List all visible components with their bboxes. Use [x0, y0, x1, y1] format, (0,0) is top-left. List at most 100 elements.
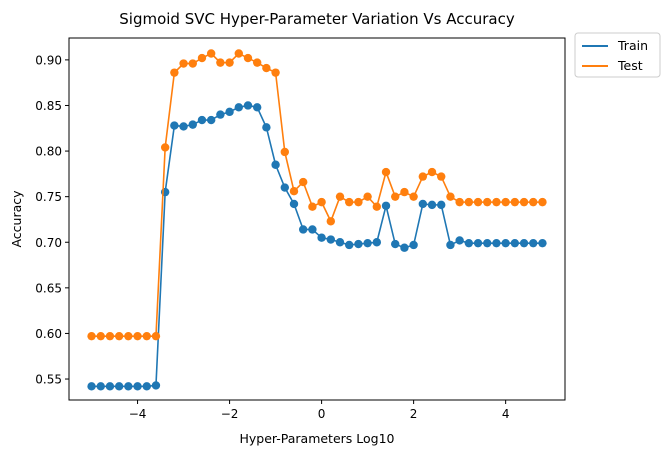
series-train-point — [455, 236, 464, 245]
series-test-point — [473, 197, 483, 207]
series-test-point — [501, 197, 510, 207]
series-test-point — [96, 331, 105, 341]
x-axis: −4 −2 0 2 4 — [129, 400, 510, 421]
series-test-point — [455, 197, 464, 207]
series-test-point — [335, 192, 345, 201]
series-train — [87, 101, 547, 391]
series-test-point — [142, 331, 151, 341]
series-train-point — [96, 382, 105, 391]
series-test-point — [243, 53, 253, 63]
series-test-point — [262, 63, 271, 73]
series-train-point — [492, 238, 501, 248]
series-train-point — [252, 103, 262, 112]
series-test-point — [492, 197, 501, 207]
series-test-point — [280, 147, 289, 157]
series-train-point — [326, 235, 336, 244]
series-test-point — [519, 197, 529, 207]
series-test-point — [510, 197, 520, 207]
y-tick-label: 0.55 — [35, 373, 62, 387]
series-test-point — [234, 49, 243, 58]
plot-frame — [68, 37, 566, 401]
y-tick-label: 0.90 — [35, 53, 62, 67]
series-train-point — [464, 238, 474, 248]
series-train-point — [400, 243, 409, 252]
series-train-point — [262, 123, 271, 132]
series-train-point — [289, 199, 299, 209]
series-train-point — [234, 103, 243, 112]
series-test-point — [363, 192, 372, 201]
series-train-point — [446, 240, 455, 250]
y-tick-label: 0.65 — [35, 281, 62, 295]
series-test — [87, 49, 547, 341]
series-test-point — [225, 58, 234, 67]
series-test-point — [114, 331, 124, 341]
series-test-point — [206, 49, 216, 58]
series-train-point — [243, 101, 253, 110]
series-test-point — [464, 197, 474, 207]
series-test-point — [400, 187, 409, 197]
series-test-point — [133, 331, 142, 341]
series-train-point — [473, 238, 483, 248]
series-train-point — [133, 382, 142, 391]
legend-test-label: Test — [617, 58, 643, 73]
series-test-point — [317, 197, 326, 207]
series-train-point — [529, 238, 538, 248]
series-train-point — [124, 382, 133, 391]
series-train-point — [483, 238, 492, 248]
plot-area — [69, 38, 565, 400]
series-test-point — [179, 59, 188, 68]
series-test-point — [437, 172, 446, 181]
x-tick-label: 4 — [502, 407, 510, 421]
series-train-point — [510, 238, 520, 248]
series-train-point — [87, 382, 96, 391]
series-train-point — [409, 240, 418, 250]
y-axis: 0.55 0.60 0.65 0.70 0.75 0.80 0.85 0.90 — [35, 53, 69, 387]
series-train-point — [538, 238, 547, 248]
series-test-point — [391, 192, 400, 201]
series-train-point — [151, 381, 161, 390]
series-train-point — [335, 238, 345, 247]
y-tick-label: 0.80 — [35, 145, 62, 159]
series-train-point — [427, 200, 437, 210]
series-train-point — [345, 240, 354, 250]
x-tick-label: −2 — [221, 407, 239, 421]
series-train-point — [179, 122, 188, 131]
series-test-point — [372, 202, 382, 211]
series-train-point — [363, 238, 372, 248]
series-train-point — [381, 201, 391, 210]
series-test-point — [105, 331, 115, 341]
series-test-point — [354, 197, 363, 207]
series-train-point — [170, 121, 179, 130]
series-test-point — [538, 197, 547, 207]
series-test-point — [289, 186, 299, 196]
series-train-point — [308, 225, 317, 234]
series-train-point — [105, 382, 115, 391]
x-tick-label: 0 — [318, 407, 326, 421]
series-test-point — [160, 143, 170, 152]
series-test-point — [124, 331, 133, 341]
series-test-point — [252, 58, 262, 67]
series-test-point — [529, 197, 538, 207]
series-test-point — [151, 331, 161, 341]
series-test-point — [409, 192, 418, 201]
series-train-point — [519, 238, 529, 248]
series-test-point — [87, 331, 96, 341]
series-train-point — [354, 239, 363, 249]
series-train-point — [372, 238, 382, 247]
series-train-point — [437, 200, 446, 210]
series-test-point — [170, 68, 179, 77]
legend: Train Test — [574, 32, 661, 78]
series-test-point — [381, 167, 391, 177]
series-train-point — [216, 110, 225, 119]
series-test-point — [271, 68, 280, 77]
y-axis-label: Accuracy — [9, 190, 24, 248]
series-train-point — [317, 233, 326, 242]
series-test-point — [308, 202, 317, 211]
series-train-point — [280, 183, 289, 192]
series-test-point — [418, 172, 428, 181]
chart-title: Sigmoid SVC Hyper-Parameter Variation Vs… — [119, 10, 515, 28]
series-test-point — [216, 58, 225, 67]
y-tick-label: 0.60 — [35, 327, 62, 341]
series-test-point — [427, 167, 437, 177]
